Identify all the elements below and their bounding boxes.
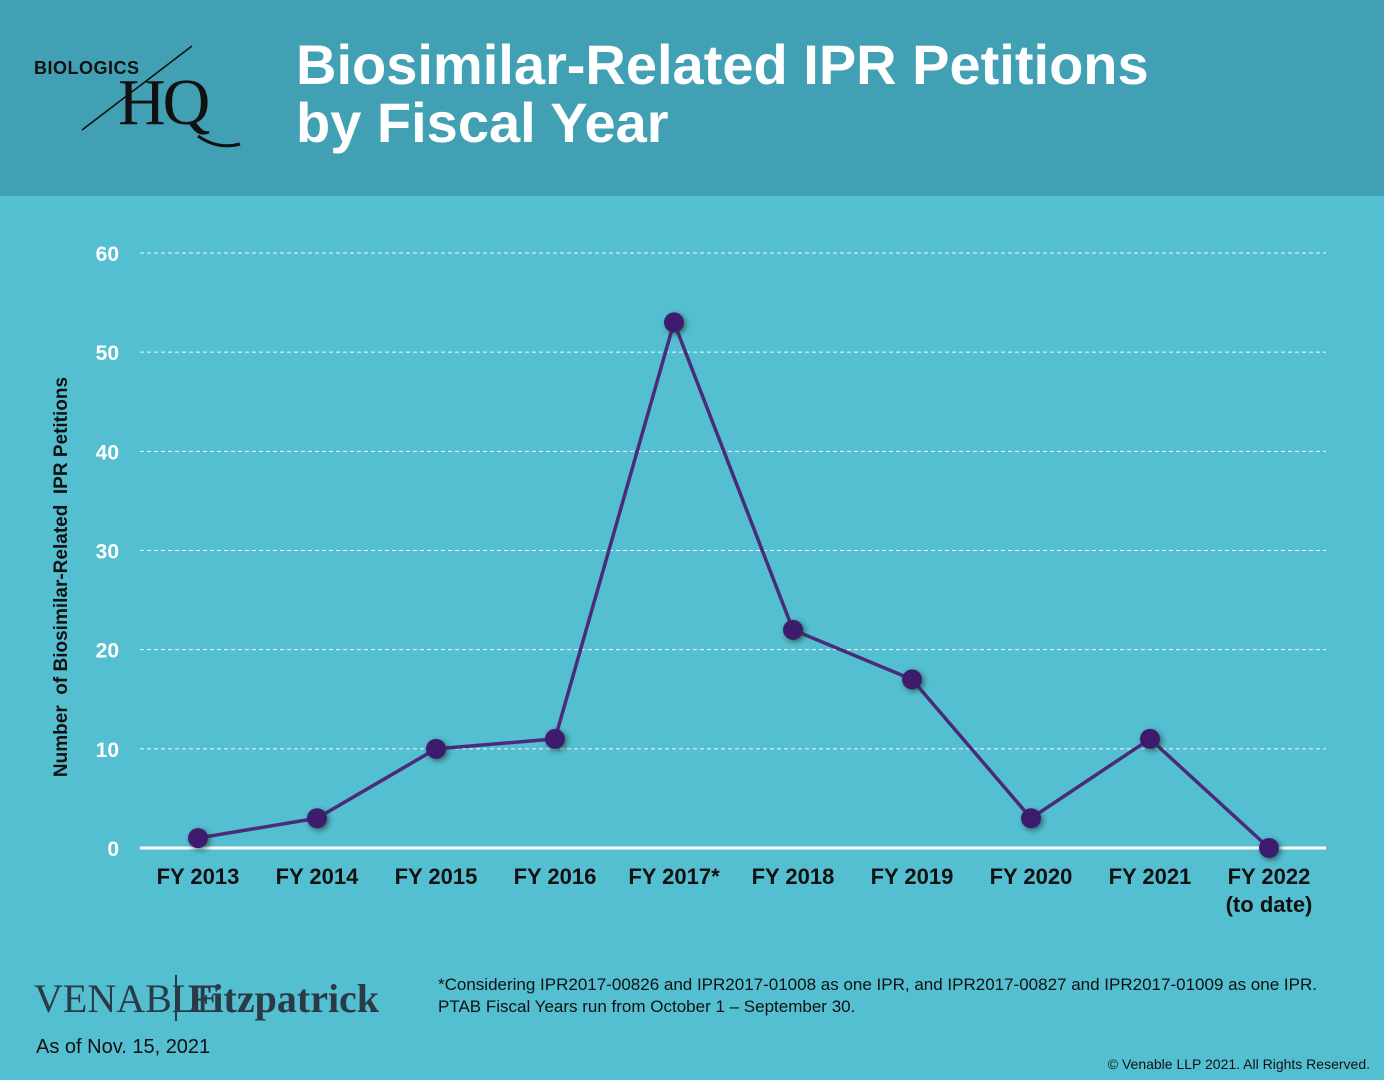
data-point (426, 738, 446, 759)
copyright: © Venable LLP 2021. All Rights Reserved. (1107, 1056, 1370, 1072)
y-axis-ticks: 0 10 20 30 40 50 60 (96, 243, 119, 861)
y-tick-label: 30 (96, 541, 119, 564)
series-layer (188, 312, 1279, 858)
x-tick-label: FY 2016 (514, 864, 597, 889)
series-line (197, 320, 1271, 850)
y-tick-label: 60 (96, 243, 119, 266)
x-tick-label: FY 2015 (395, 864, 478, 889)
logo-divider (175, 975, 177, 1021)
title-line-1: Biosimilar-Related IPR Petitions (296, 33, 1149, 96)
logo-text-venable: VENABLE (34, 976, 221, 1021)
data-point (902, 669, 922, 690)
y-tick-label: 0 (107, 838, 119, 861)
data-point (545, 728, 565, 749)
data-point (1021, 808, 1041, 829)
title-line-2: by Fiscal Year (296, 91, 669, 154)
data-point (307, 808, 327, 829)
x-tick-label: FY 2017* (628, 864, 720, 889)
page-title: Biosimilar-Related IPR Petitions by Fisc… (296, 36, 1149, 152)
x-tick-label: FY 2013 (157, 864, 240, 889)
footnote-line-2: PTAB Fiscal Years run from October 1 – S… (438, 997, 856, 1016)
x-tick-label: FY 2018 (752, 864, 835, 889)
x-axis-ticks: FY 2013 FY 2014 FY 2015 FY 2016 FY 2017* FY 2… (157, 864, 1313, 917)
data-point (783, 619, 803, 640)
venable-fitzpatrick-logo: VENABLE Fitzpatrick (34, 975, 394, 1025)
data-point (188, 828, 208, 849)
logo-text-fitzpatrick: Fitzpatrick (188, 976, 380, 1021)
x-tick-label: FY 2019 (871, 864, 954, 889)
logo-text-hq: HQ (118, 66, 210, 139)
data-point (1140, 728, 1160, 749)
x-tick-label: FY 2022 (to date) (1226, 864, 1313, 917)
x-tick-label: FY 2014 (276, 864, 360, 889)
header-banner: BIOLOGICS HQ Biosimilar-Related IPR Peti… (0, 0, 1384, 196)
x-tick-label: FY 2020 (990, 864, 1073, 889)
as-of-date: As of Nov. 15, 2021 (36, 1036, 211, 1058)
logo-slash-icon (81, 45, 241, 148)
footnote: *Considering IPR2017-00826 and IPR2017-0… (438, 974, 1317, 1018)
y-tick-label: 10 (96, 739, 119, 762)
data-point (664, 312, 684, 333)
logo-text-biologics: BIOLOGICS (34, 58, 140, 78)
y-tick-label: 50 (96, 342, 119, 365)
data-point (1259, 838, 1279, 858)
footnote-line-1: *Considering IPR2017-00826 and IPR2017-0… (438, 975, 1317, 994)
y-axis-label: Number of Biosimilar-Related IPR Petitio… (51, 377, 72, 777)
gridlines (140, 252, 1326, 850)
y-tick-label: 40 (96, 441, 119, 464)
x-tick-label: FY 2021 (1109, 864, 1192, 889)
y-tick-label: 20 (96, 640, 119, 663)
biologics-hq-logo: BIOLOGICS HQ (30, 40, 250, 160)
